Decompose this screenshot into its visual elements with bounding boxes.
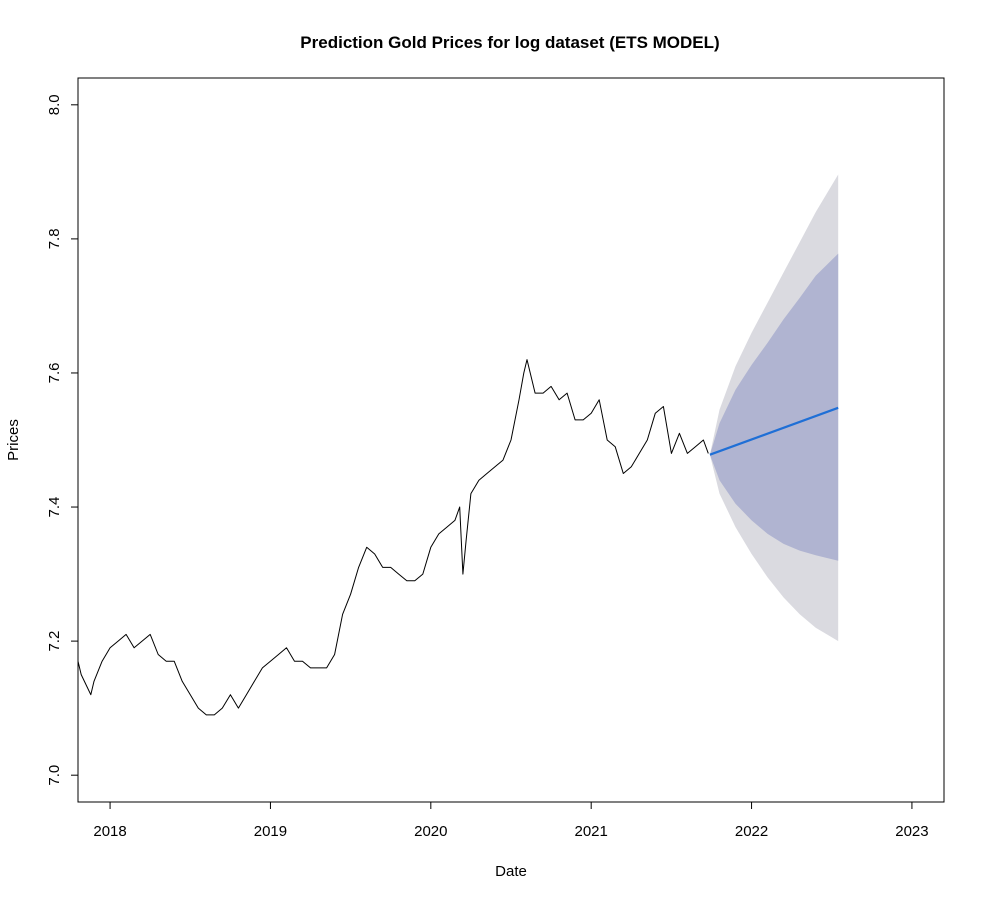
y-tick-label: 7.6: [46, 363, 63, 384]
x-tick-label: 2020: [414, 823, 447, 840]
x-axis: 2018 2019 2020 2021 2022 2023: [93, 802, 929, 840]
prediction-intervals: [709, 174, 839, 642]
y-tick-label: 7.4: [46, 497, 63, 518]
x-axis-label: Date: [495, 863, 527, 880]
y-axis-label: Prices: [5, 419, 22, 461]
y-tick-label: 7.2: [46, 631, 63, 652]
y-axis: 7.0 7.2 7.4 7.6 7.8 8.0: [46, 94, 78, 786]
x-tick-label: 2021: [574, 823, 607, 840]
interval-band-80: [709, 253, 839, 561]
x-tick-label: 2023: [895, 823, 928, 840]
forecast-line: [709, 406, 839, 456]
x-tick-label: 2019: [254, 823, 287, 840]
series-lines: [78, 359, 839, 716]
observed-price-line: [78, 359, 709, 716]
y-tick-label: 7.0: [46, 765, 63, 786]
x-tick-label: 2018: [93, 823, 126, 840]
chart-title: Prediction Gold Prices for log dataset (…: [300, 33, 719, 52]
plot-area: [77, 77, 945, 803]
y-tick-label: 8.0: [46, 94, 63, 115]
x-tick-label: 2022: [735, 823, 768, 840]
y-tick-label: 7.8: [46, 228, 63, 249]
